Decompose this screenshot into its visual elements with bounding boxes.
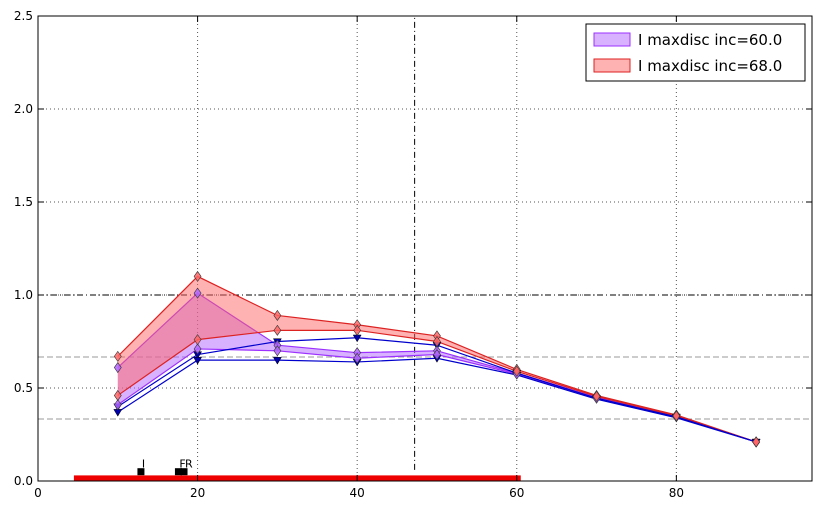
band-lower-point	[113, 389, 122, 401]
x-tick-label: 60	[509, 486, 524, 500]
band-lower-point	[273, 324, 282, 336]
y-tick-label: 1.5	[14, 195, 33, 209]
point-marker-label: F	[179, 458, 185, 471]
legend-label: I maxdisc inc=68.0	[638, 57, 782, 75]
band-lower-point	[672, 410, 681, 422]
y-tick-label: 0.0	[14, 474, 33, 488]
legend: I maxdisc inc=60.0 I maxdisc inc=68.0	[585, 23, 806, 82]
band-lower-point	[512, 365, 521, 377]
point-marker-label: I	[142, 458, 145, 471]
grid-layer	[38, 16, 812, 481]
y-tick-label: 0.5	[14, 381, 33, 395]
band-upper-point	[193, 287, 202, 299]
y-tick-label: 2.5	[14, 9, 33, 23]
band-upper-point	[113, 362, 122, 374]
band-lower-point	[353, 352, 362, 364]
plot-frame	[37, 15, 813, 482]
band-lower-point	[353, 324, 362, 336]
point-marker	[174, 468, 182, 476]
band-lower-point	[433, 348, 441, 361]
band-lower-point	[193, 343, 202, 355]
legend-swatch	[593, 58, 631, 73]
x-tick-label: 20	[190, 486, 205, 500]
blue-series-point	[193, 357, 203, 365]
legend-label: I maxdisc inc=60.0	[638, 31, 782, 49]
axes: 0 20 40 60 80 0.0 0.5 1.0 1.5 2.0 2.5	[14, 9, 813, 500]
band-lower-point	[273, 345, 282, 357]
y-tick-label: 1.0	[14, 288, 33, 302]
band-upper-point	[193, 270, 202, 282]
markers-layer	[113, 270, 761, 448]
point-marker	[137, 468, 145, 476]
y-tick-label: 2.0	[14, 102, 33, 116]
blue-series-point	[272, 357, 282, 365]
point-marker-label: R	[185, 458, 193, 471]
x-tick-label: 0	[34, 486, 42, 500]
legend-swatch	[593, 32, 631, 47]
band-upper-point	[273, 309, 282, 321]
band-lower-point	[113, 399, 122, 411]
band-lower-point	[193, 334, 202, 346]
point-marker	[180, 468, 188, 476]
band-lower-point	[592, 390, 601, 402]
band-lower-point	[433, 335, 441, 348]
range-bar	[73, 475, 521, 482]
band-lower-point	[752, 436, 761, 448]
band-upper-point	[113, 350, 122, 362]
x-tick-label: 80	[669, 486, 684, 500]
x-tick-label: 40	[350, 486, 365, 500]
